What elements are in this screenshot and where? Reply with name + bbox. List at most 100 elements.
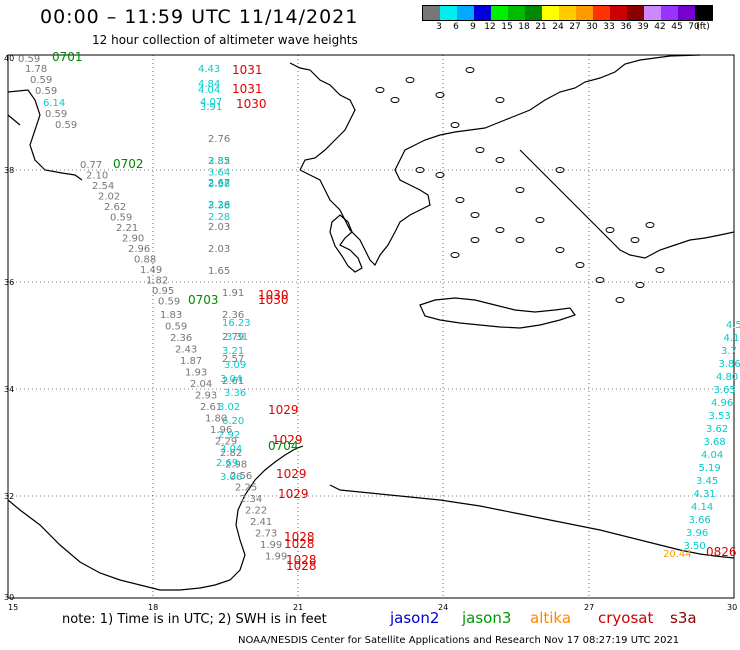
- island-outline: [515, 187, 525, 193]
- greece-mainland: [299, 54, 701, 267]
- island-outline: [595, 277, 605, 283]
- wave-height-label: 1.49: [140, 265, 162, 276]
- wave-height-label: 4.5: [726, 320, 740, 331]
- island-outline: [435, 92, 445, 98]
- wave-height-label: 3.32: [208, 156, 230, 167]
- legend-tick-label: 12: [484, 22, 496, 32]
- axis-labels: 15 18 21 24 27 30 40 38 36 34 32 30: [4, 54, 737, 612]
- island-outline: [390, 97, 400, 103]
- satellite-label-jason2: jason2: [390, 609, 440, 627]
- wave-height-label: 2.41: [250, 517, 272, 528]
- wave-height-label: 2.54: [92, 181, 114, 192]
- wave-height-label: 2.04: [190, 379, 212, 390]
- wave-height-label: 0.59: [18, 54, 40, 65]
- legend-swatch: [491, 6, 508, 20]
- island-outline: [575, 262, 585, 268]
- legend-swatch: [610, 6, 627, 20]
- legend-swatch: [593, 6, 610, 20]
- wave-height-label: 2.61: [200, 402, 222, 413]
- wave-height-label: 1.96: [210, 425, 232, 436]
- wave-height-label: 2.34: [240, 494, 262, 505]
- x-axis-label: 27: [584, 603, 594, 612]
- legend-tick-label: 18: [518, 22, 530, 32]
- wave-height-label: 4.1: [724, 333, 740, 344]
- satellite-label-cryosat: cryosat: [598, 609, 654, 627]
- wave-height-label: 4.31: [694, 489, 716, 500]
- legend-tick-label: 39: [637, 22, 649, 32]
- wave-height-label: 0.77: [80, 160, 102, 171]
- wave-height-label: 1.78: [25, 64, 47, 75]
- island-outline: [375, 87, 385, 93]
- legend-tick-label: 15: [501, 22, 513, 32]
- wave-height-label: 2.82: [220, 448, 242, 459]
- satellite-label-altika: altika: [530, 609, 572, 627]
- legend-swatch: [423, 6, 440, 20]
- pass-time-label: 1029: [276, 467, 307, 481]
- island-outline: [535, 217, 545, 223]
- lat-lon-grid: [8, 55, 734, 598]
- wave-height-label: 3.21: [222, 346, 244, 357]
- wave-height-label: 0.59: [35, 86, 57, 97]
- legend-swatch: [508, 6, 525, 20]
- wave-height-label: 4.04: [701, 450, 723, 461]
- legend-swatch: [644, 6, 661, 20]
- wave-height-label: 2.96: [128, 244, 150, 255]
- wave-height-label: 3.91: [200, 102, 222, 113]
- wave-height-label: 1.82: [146, 276, 168, 287]
- wave-height-label: 3.31: [226, 332, 248, 343]
- wave-height-label: 2.43: [175, 345, 197, 356]
- wave-height-label: 2.56: [230, 471, 252, 482]
- wave-height-label: 3.64: [208, 168, 230, 179]
- island-outline: [605, 227, 615, 233]
- wave-height-label: 3.36: [224, 388, 246, 399]
- legend-tick-label: 9: [470, 22, 476, 32]
- legend-tick-label: 30: [586, 22, 598, 32]
- wave-height-label: 5.19: [699, 463, 721, 474]
- wave-height-label: 2.62: [104, 202, 126, 213]
- wave-height-label: 4.96: [711, 398, 733, 409]
- wave-height-label: 3.50: [684, 541, 706, 552]
- y-axis-label: 34: [4, 385, 14, 394]
- legend-tick-label: 36: [620, 22, 632, 32]
- x-axis-label: 21: [293, 603, 303, 612]
- pass-time-label: 1031: [232, 82, 263, 96]
- y-axis-label: 40: [4, 54, 14, 63]
- wave-height-label: 1.87: [180, 356, 202, 367]
- wave-height-label: 6.20: [222, 416, 244, 427]
- wave-height-label: 2.28: [208, 212, 230, 223]
- legend-swatch: [440, 6, 457, 20]
- y-axis-label: 32: [4, 492, 14, 501]
- wave-height-label: 2.26: [208, 200, 230, 211]
- wave-height-label: 0.59: [30, 75, 52, 86]
- legend-swatch: [542, 6, 559, 20]
- wave-height-label: 2.36: [170, 333, 192, 344]
- wave-height-label: 2.92: [218, 430, 240, 441]
- island-outline: [645, 222, 655, 228]
- wave-height-label: 0.95: [152, 286, 174, 297]
- y-axis-label: 36: [4, 278, 14, 287]
- x-axis-label: 24: [438, 603, 448, 612]
- legend-tick-labels: 3 6 9 12 15 18 21 24 27 30 33 36 39 42 45 70 (ft): [422, 21, 713, 33]
- wave-height-label: 4.43: [198, 64, 220, 75]
- wave-height-label: 3.86: [719, 359, 740, 370]
- island-outline: [495, 157, 505, 163]
- island-outline: [495, 227, 505, 233]
- map-title: 00:00 – 11:59 UTC 11/14/2021: [40, 6, 359, 28]
- legend-tick-label: 6: [453, 22, 459, 32]
- pass-time-label: 1029: [268, 403, 299, 417]
- wave-height-label: 3.04: [220, 444, 242, 455]
- island-outline: [450, 252, 460, 258]
- pass-time-label: 1030: [258, 293, 289, 307]
- pass-time-label: 1028: [284, 537, 315, 551]
- wave-height-label: 3.38: [208, 201, 230, 212]
- map-frame: [7, 54, 735, 599]
- pass-time-label: 1028: [284, 530, 315, 544]
- island-outline: [630, 237, 640, 243]
- wave-height-label: 2.22: [245, 506, 267, 517]
- island-outline: [655, 267, 665, 273]
- legend-swatch: [678, 6, 695, 20]
- island-outline: [415, 167, 425, 173]
- wave-height-label: 0.59: [158, 297, 180, 308]
- x-axis-label: 30: [727, 603, 737, 612]
